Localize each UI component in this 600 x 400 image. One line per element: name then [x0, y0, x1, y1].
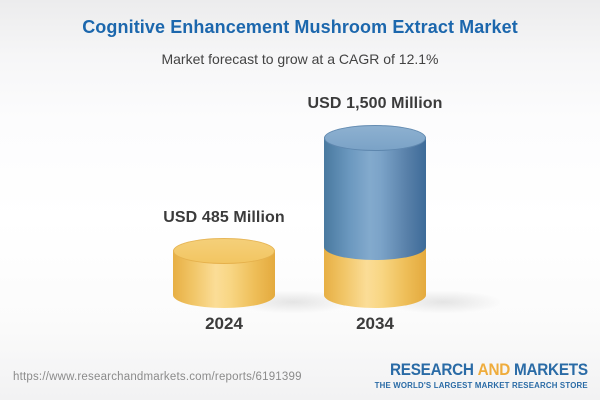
bar-2024-year-label: 2024 [205, 314, 243, 333]
research-and-markets-logo: RESEARCH AND MARKETS THE WORLD'S LARGEST… [368, 360, 588, 390]
page-title: Cognitive Enhancement Mushroom Extract M… [82, 17, 518, 37]
bar-2034-value-label: USD 1,500 Million [307, 95, 443, 112]
logo-tagline: THE WORLD'S LARGEST MARKET RESEARCH STOR… [374, 381, 588, 390]
report-url: https://www.researchandmarkets.com/repor… [13, 371, 302, 383]
bar-2024-top-cap [173, 238, 275, 264]
bar-2034-top-cap [324, 125, 426, 151]
logo-word-research: RESEARCH [390, 360, 474, 379]
bar-2034-year-label: 2034 [356, 314, 394, 333]
page-subtitle: Market forecast to grow at a CAGR of 12.… [161, 51, 439, 67]
logo-word-and: AND [477, 360, 511, 379]
logo-word-markets: MARKETS [514, 360, 588, 379]
logo-wordmark: RESEARCH AND MARKETS [390, 360, 588, 380]
bar-2024-value-label: USD 485 Million [163, 209, 285, 226]
bar-2034-growth-segment [324, 138, 426, 247]
